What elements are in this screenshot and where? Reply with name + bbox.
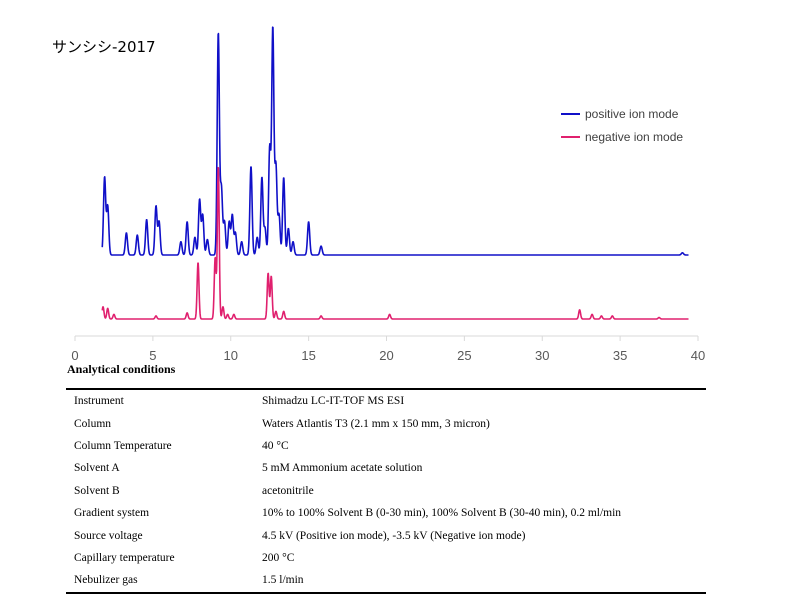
chromatogram-chart: サンシシ-2017 0 5 10 15 20 25 30 35 40 positive ion … xyxy=(52,26,705,363)
conditions-title: Analytical conditions xyxy=(67,362,176,376)
table-row: Gradient system 10% to 100% Solvent B (0-… xyxy=(66,502,706,524)
condition-value: acetonitrile xyxy=(262,484,314,497)
legend-label-positive: positive ion mode xyxy=(585,107,679,121)
condition-label: Source voltage xyxy=(74,529,143,542)
condition-value: 40 °C xyxy=(262,439,289,452)
table-row: Column Waters Atlantis T3 (2.1 mm x 150 m… xyxy=(66,412,706,434)
table-row: Instrument Shimadzu LC-IT-TOF MS ESI xyxy=(66,389,706,412)
condition-label: Capillary temperature xyxy=(74,551,175,564)
series-layer xyxy=(101,26,689,320)
table-row: Capillary temperature 200 °C xyxy=(66,547,706,569)
x-tick-label: 0 xyxy=(71,348,78,363)
x-tick-label: 30 xyxy=(535,348,549,363)
conditions-table: Instrument Shimadzu LC-IT-TOF MS ESI Colu… xyxy=(66,388,706,594)
condition-label: Gradient system xyxy=(74,507,150,520)
x-tick-label: 10 xyxy=(224,348,238,363)
condition-value: Shimadzu LC-IT-TOF MS ESI xyxy=(262,395,405,408)
table-row: Solvent A 5 mM Ammonium acetate solution xyxy=(66,457,706,479)
condition-label: Column Temperature xyxy=(74,439,172,452)
condition-value: 4.5 kV (Positive ion mode), -3.5 kV (Neg… xyxy=(262,529,526,542)
legend-label-negative: negative ion mode xyxy=(585,130,683,144)
condition-label: Nebulizer gas xyxy=(74,574,138,587)
condition-label: Solvent B xyxy=(74,484,120,497)
series-line-positive xyxy=(101,26,689,256)
legend: positive ion mode negative ion mode xyxy=(561,107,683,144)
condition-label: Column xyxy=(74,417,112,430)
chart-title: サンシシ-2017 xyxy=(52,38,156,56)
condition-value: 10% to 100% Solvent B (0-30 min), 100% S… xyxy=(262,507,622,520)
series-line-negative xyxy=(101,166,689,320)
condition-value: 200 °C xyxy=(262,551,295,564)
condition-label: Instrument xyxy=(74,395,124,408)
x-axis-ticks: 0 5 10 15 20 25 30 35 40 xyxy=(71,336,705,363)
table-row: Source voltage 4.5 kV (Positive ion mode)… xyxy=(66,524,706,546)
x-tick-label: 25 xyxy=(457,348,471,363)
condition-value: 5 mM Ammonium acetate solution xyxy=(262,462,423,475)
x-tick-label: 5 xyxy=(149,348,156,363)
x-tick-label: 35 xyxy=(613,348,627,363)
x-tick-label: 20 xyxy=(379,348,393,363)
condition-value: Waters Atlantis T3 (2.1 mm x 150 mm, 3 m… xyxy=(262,417,490,430)
x-tick-label: 40 xyxy=(691,348,705,363)
condition-value: 1.5 l/min xyxy=(262,574,304,587)
table-row: Nebulizer gas 1.5 l/min xyxy=(66,569,706,592)
table-row: Column Temperature 40 °C xyxy=(66,435,706,457)
x-tick-label: 15 xyxy=(301,348,315,363)
table-row: Solvent B acetonitrile xyxy=(66,480,706,502)
condition-label: Solvent A xyxy=(74,462,120,475)
